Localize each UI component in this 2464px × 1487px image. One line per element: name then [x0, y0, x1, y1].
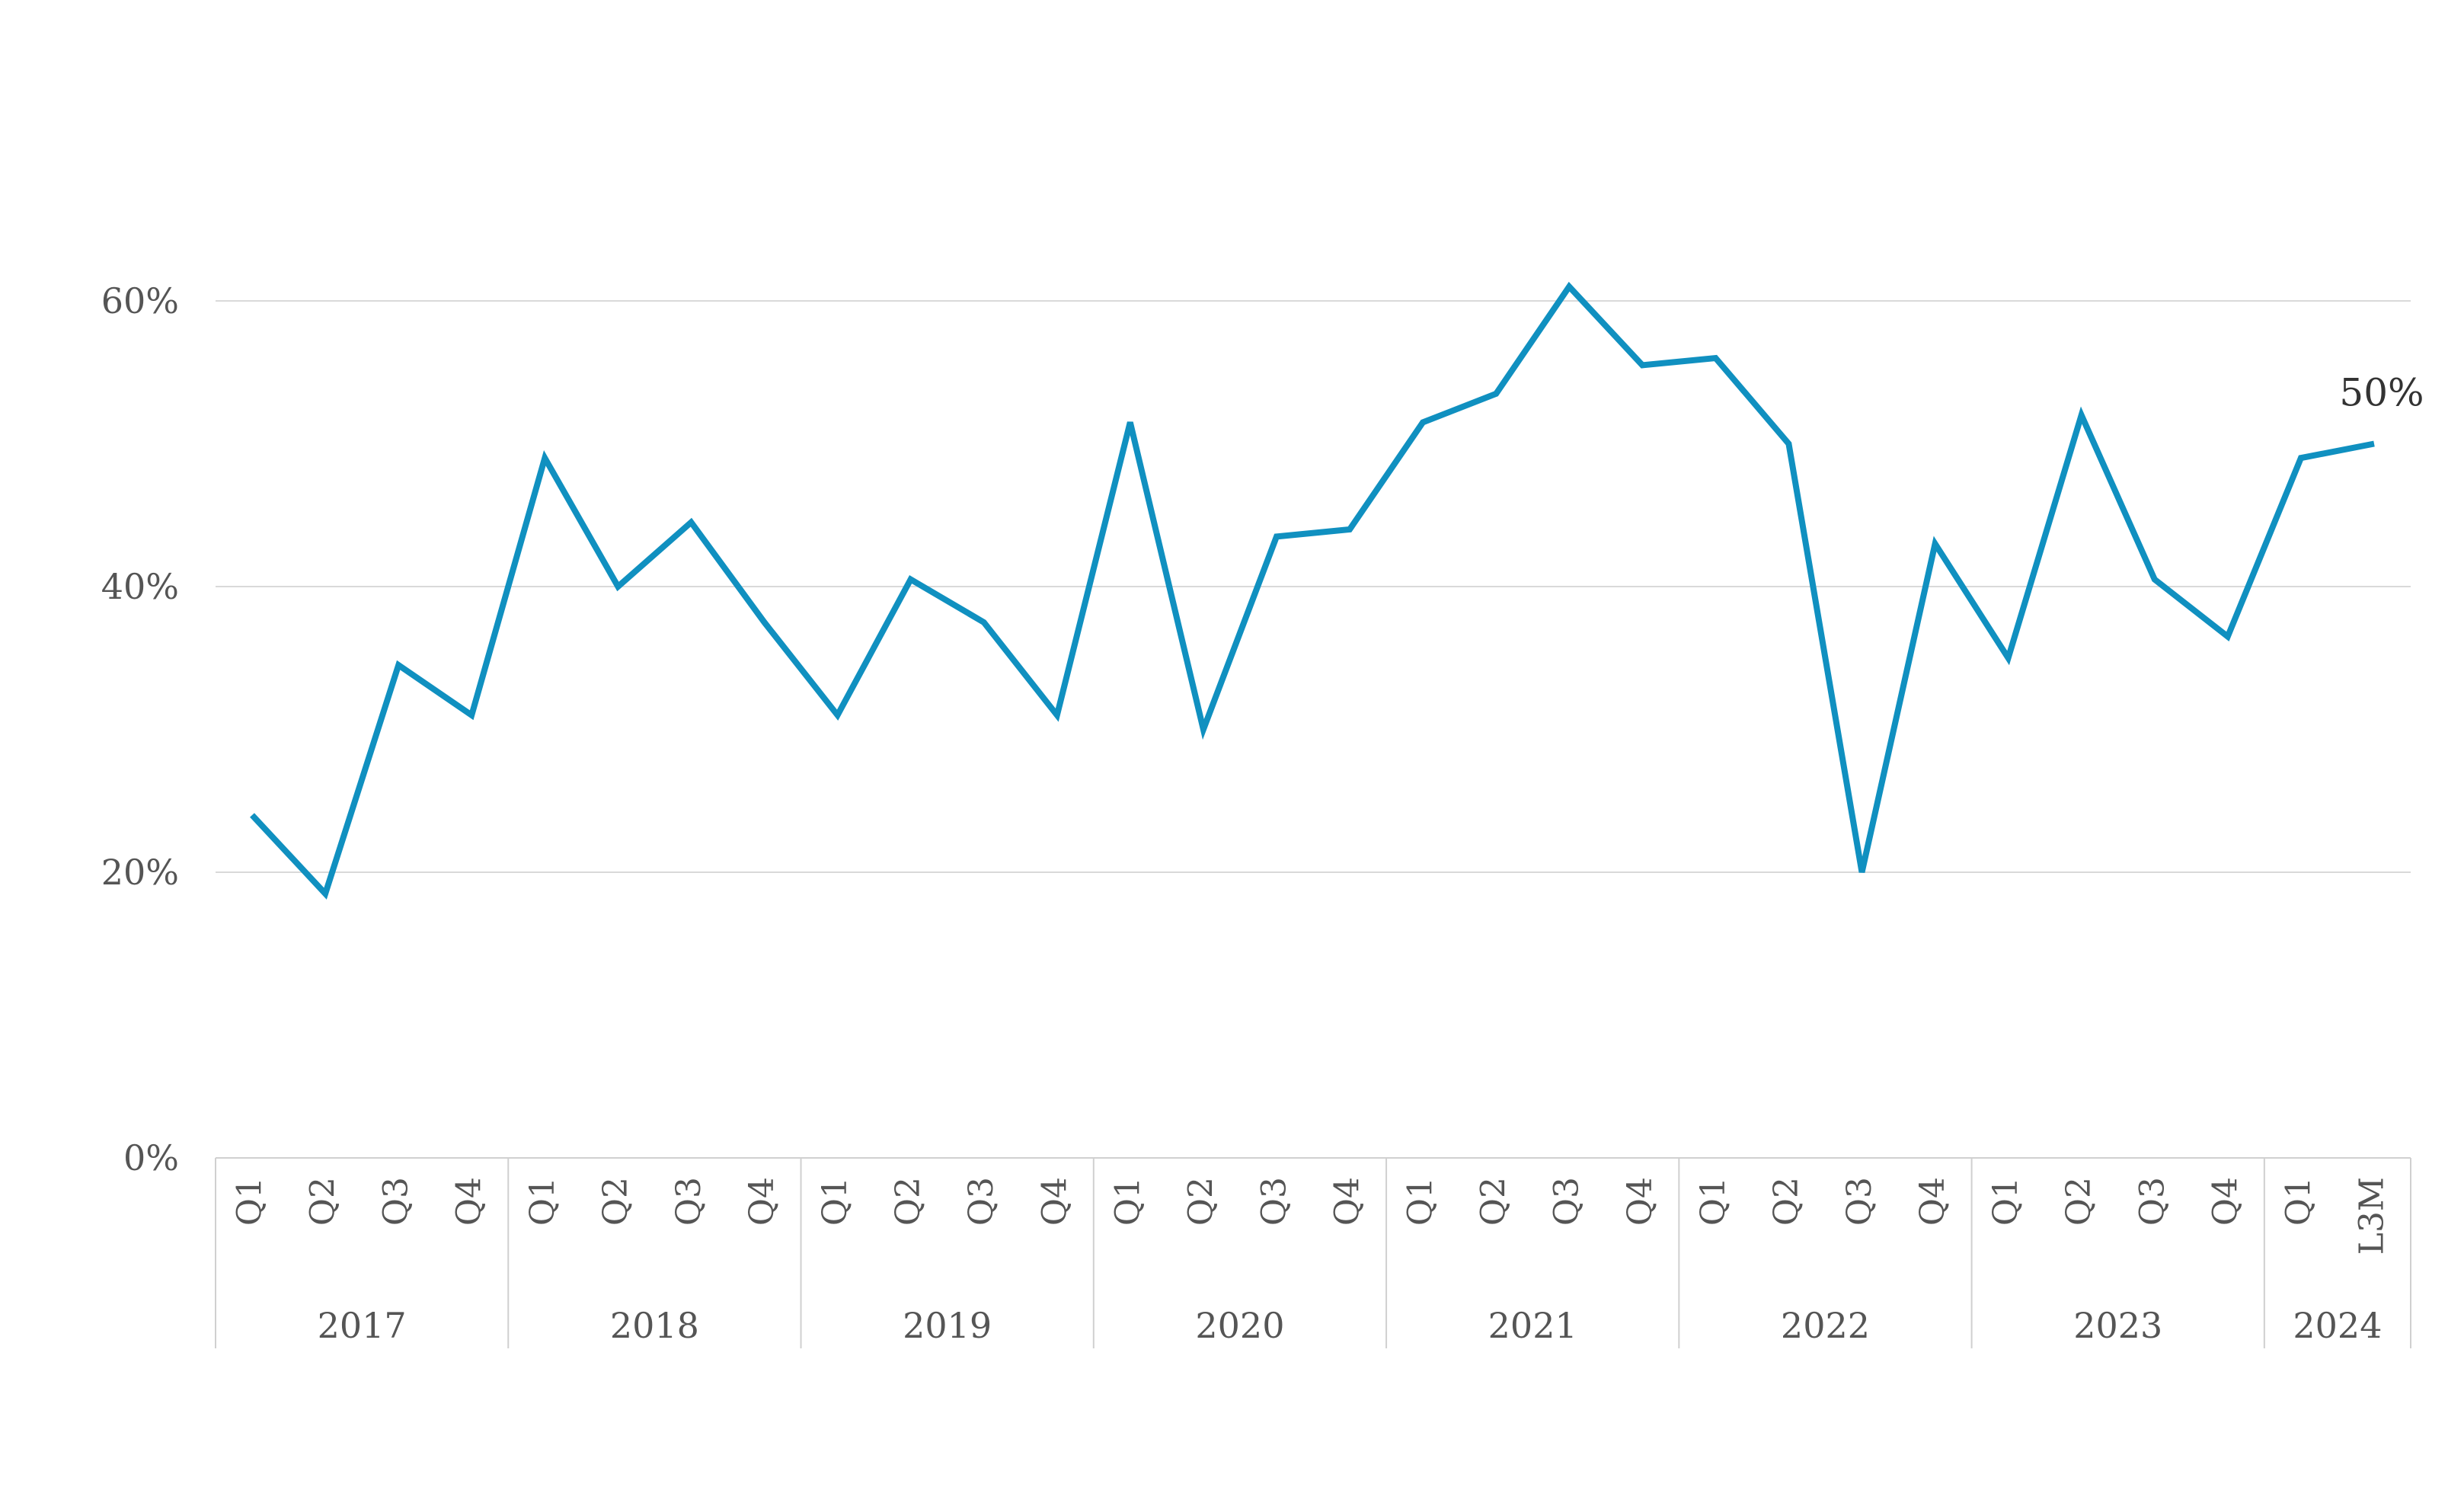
y-tick-label: 60% — [101, 280, 179, 321]
x-tick-label: Q3 — [1254, 1177, 1293, 1226]
y-tick-label: 40% — [101, 566, 179, 607]
x-tick-label: Q1 — [816, 1177, 855, 1226]
x-tick-label: Q2 — [1181, 1177, 1220, 1226]
x-tick-label: Q1 — [231, 1177, 270, 1226]
y-tick-label: 20% — [101, 852, 179, 893]
x-tick-label: Q4 — [450, 1177, 489, 1226]
x-tick-label: Q4 — [2206, 1177, 2245, 1226]
year-label: 2024 — [2293, 1305, 2382, 1346]
x-tick-label: Q3 — [670, 1177, 708, 1226]
data-label: 50% — [2339, 371, 2424, 415]
year-label: 2022 — [1781, 1305, 1870, 1346]
x-tick-label: Q4 — [743, 1177, 781, 1226]
x-tick-label: Q3 — [377, 1177, 416, 1226]
x-tick-label: Q2 — [1767, 1177, 1806, 1226]
x-tick-label: Q3 — [1840, 1177, 1879, 1226]
y-tick-label: 0% — [123, 1137, 179, 1178]
year-label: 2018 — [610, 1305, 699, 1346]
year-label: 2021 — [1488, 1305, 1577, 1346]
x-tick-label: Q1 — [1986, 1177, 2025, 1226]
year-label: 2023 — [2073, 1305, 2162, 1346]
x-tick-label: Q1 — [1108, 1177, 1147, 1226]
x-tick-label: Q1 — [1401, 1177, 1440, 1226]
x-tick-label: Q3 — [1548, 1177, 1587, 1226]
x-tick-label: Q1 — [2279, 1177, 2318, 1226]
x-tick-label: L3M — [2352, 1177, 2391, 1255]
x-tick-label: Q2 — [596, 1177, 635, 1226]
x-tick-label: Q4 — [1913, 1177, 1952, 1226]
x-tick-label: Q2 — [2060, 1177, 2098, 1226]
x-tick-label: Q1 — [523, 1177, 562, 1226]
x-tick-label: Q4 — [1328, 1177, 1367, 1226]
x-tick-label: Q4 — [1035, 1177, 1074, 1226]
x-tick-label: Q2 — [1475, 1177, 1513, 1226]
year-label: 2020 — [1195, 1305, 1284, 1346]
x-tick-label: Q4 — [1621, 1177, 1660, 1226]
x-tick-label: Q3 — [962, 1177, 1001, 1226]
x-tick-label: Q2 — [889, 1177, 928, 1226]
x-tick-label: Q1 — [1694, 1177, 1733, 1226]
year-label: 2019 — [903, 1305, 992, 1346]
series-line — [250, 281, 2375, 900]
x-tick-label: Q2 — [304, 1177, 343, 1226]
x-tick-label: Q3 — [2133, 1177, 2172, 1226]
year-label: 2017 — [318, 1305, 407, 1346]
